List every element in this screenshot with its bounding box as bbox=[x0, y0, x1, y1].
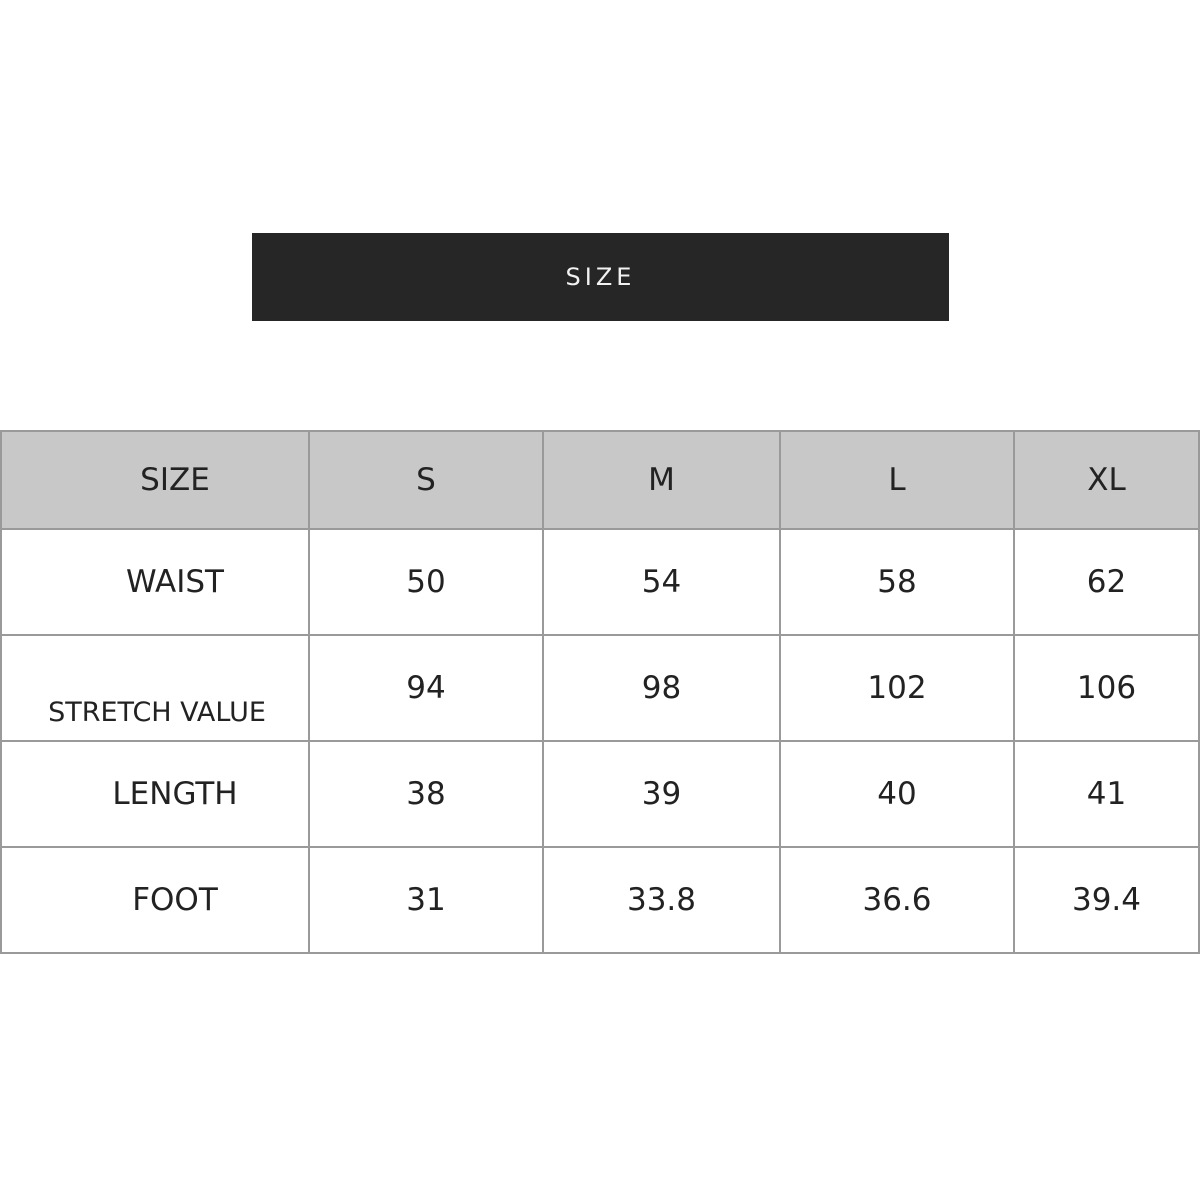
table-cell: 39.4 bbox=[1013, 846, 1200, 954]
table-row: FOOT 31 33.8 36.6 39.4 bbox=[0, 846, 1200, 954]
row-label: FOOT bbox=[0, 846, 310, 954]
table-cell: 98 bbox=[542, 634, 781, 742]
banner-title: SIZE bbox=[565, 263, 636, 291]
table-cell: 41 bbox=[1013, 740, 1200, 848]
header-cell: S bbox=[308, 430, 544, 530]
table-cell: 62 bbox=[1013, 528, 1200, 636]
table-cell: 36.6 bbox=[779, 846, 1015, 954]
size-chart-table: SIZE S M L XL WAIST 50 54 58 62 STRETCH … bbox=[0, 430, 1200, 954]
table-row: STRETCH VALUE 94 98 102 106 bbox=[0, 634, 1200, 742]
size-banner: SIZE bbox=[252, 233, 949, 321]
table-cell: 106 bbox=[1013, 634, 1200, 742]
table-cell: 102 bbox=[779, 634, 1015, 742]
row-label: STRETCH VALUE bbox=[0, 634, 310, 742]
table-cell: 33.8 bbox=[542, 846, 781, 954]
row-label: LENGTH bbox=[0, 740, 310, 848]
table-cell: 38 bbox=[308, 740, 544, 848]
header-cell: SIZE bbox=[0, 430, 310, 530]
table-cell: 94 bbox=[308, 634, 544, 742]
table-cell: 54 bbox=[542, 528, 781, 636]
table-row: WAIST 50 54 58 62 bbox=[0, 528, 1200, 636]
header-cell: XL bbox=[1013, 430, 1200, 530]
table-row: LENGTH 38 39 40 41 bbox=[0, 740, 1200, 848]
header-cell: L bbox=[779, 430, 1015, 530]
table-header-row: SIZE S M L XL bbox=[0, 430, 1200, 530]
table-cell: 31 bbox=[308, 846, 544, 954]
table-cell: 50 bbox=[308, 528, 544, 636]
header-cell: M bbox=[542, 430, 781, 530]
table-cell: 58 bbox=[779, 528, 1015, 636]
table-cell: 39 bbox=[542, 740, 781, 848]
row-label: WAIST bbox=[0, 528, 310, 636]
table-cell: 40 bbox=[779, 740, 1015, 848]
